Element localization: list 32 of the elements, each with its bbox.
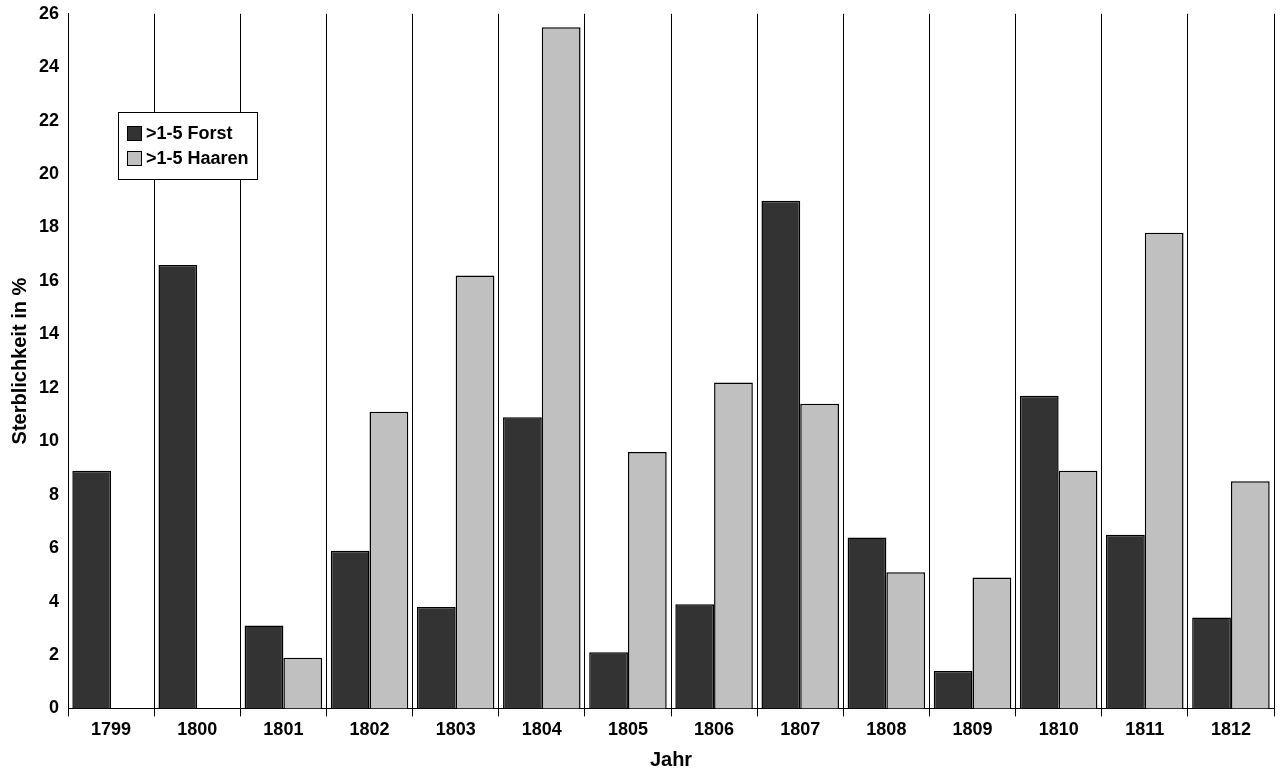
y-tick-label: 8 <box>49 483 60 504</box>
x-tick-label: 1804 <box>521 719 562 740</box>
y-tick-label: 14 <box>38 323 60 344</box>
x-tick-label: 1806 <box>694 719 735 740</box>
x-tick-label: 1799 <box>91 719 132 740</box>
x-tick-label: 1805 <box>607 719 648 740</box>
y-tick-label: 18 <box>38 216 60 237</box>
x-tick-label: 1800 <box>177 719 218 740</box>
y-tick-label: 4 <box>49 590 60 611</box>
y-tick-label: 20 <box>38 163 60 184</box>
y-tick-label: 16 <box>38 269 60 290</box>
x-tick-label: 1809 <box>952 719 993 740</box>
y-tick-label: 26 <box>38 2 60 23</box>
x-tick-label: 1808 <box>866 719 907 740</box>
y-tick-label: 0 <box>49 697 60 718</box>
x-tick-label: 1801 <box>263 719 304 740</box>
y-tick-label: 6 <box>49 537 60 558</box>
y-tick-label: 10 <box>38 430 60 451</box>
x-tick-label: 1807 <box>780 719 821 740</box>
x-tick-label: 1811 <box>1125 719 1165 740</box>
x-tick-label: 1810 <box>1038 719 1079 740</box>
y-tick-label: 22 <box>38 109 60 130</box>
x-tick-label: 1812 <box>1210 719 1251 740</box>
x-axis-title: Jahr <box>649 747 693 770</box>
x-tick-label: 1802 <box>349 719 390 740</box>
legend-label: >1-5 Haaren <box>146 147 249 169</box>
y-axis-title: Sterblichkeit in % <box>7 277 30 445</box>
legend-label: >1-5 Forst <box>146 122 233 144</box>
y-tick-label: 24 <box>38 56 60 77</box>
x-tick-label: 1803 <box>435 719 476 740</box>
y-tick-label: 2 <box>49 643 60 664</box>
y-tick-label: 12 <box>38 376 60 397</box>
